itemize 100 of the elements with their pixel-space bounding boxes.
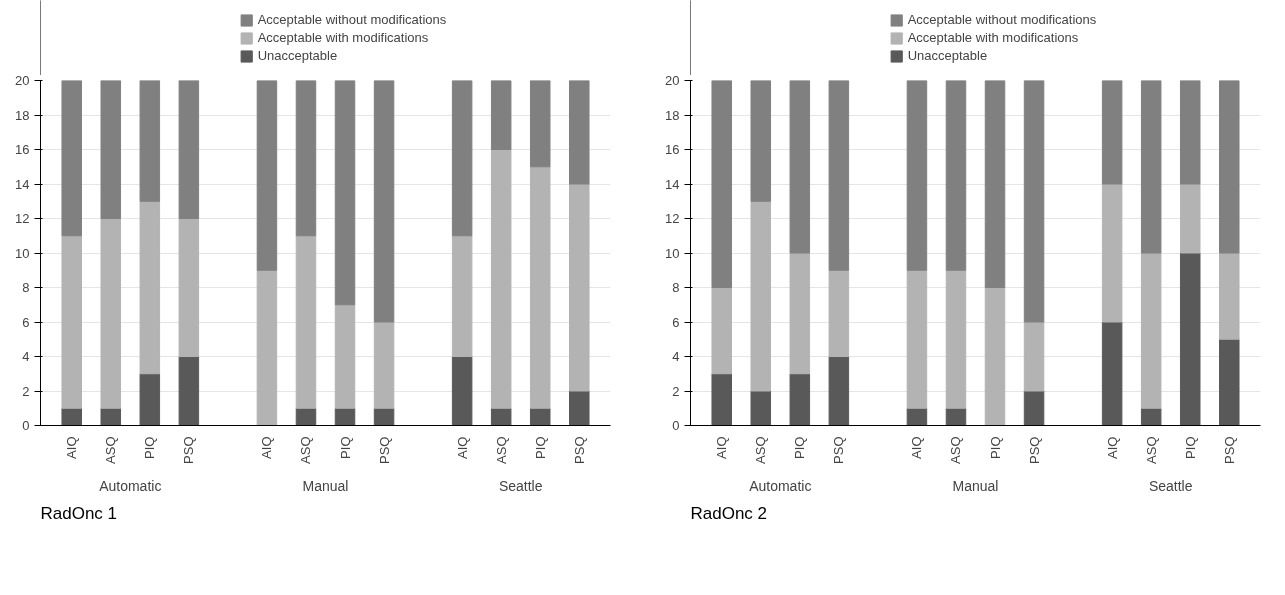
bar bbox=[1023, 390, 1045, 426]
bar bbox=[945, 80, 967, 271]
x-tick-label: ASQ bbox=[103, 436, 119, 464]
text: Seattle bbox=[498, 477, 543, 494]
x-tick-label: ASQ bbox=[753, 436, 769, 464]
x-tick-label: PSQ bbox=[1026, 436, 1042, 464]
bar bbox=[529, 407, 551, 426]
bar bbox=[906, 269, 928, 409]
legend-label: Acceptable without modifications bbox=[257, 11, 447, 29]
bar bbox=[61, 80, 82, 237]
text: Automatic bbox=[99, 477, 162, 494]
y-tick-label: 10 bbox=[665, 245, 680, 261]
bar bbox=[490, 407, 512, 426]
bar bbox=[1101, 321, 1123, 426]
legend-label: Acceptable without modifications bbox=[907, 11, 1097, 29]
bar bbox=[750, 390, 772, 426]
bar bbox=[828, 269, 850, 357]
bar bbox=[828, 356, 850, 426]
bar bbox=[451, 80, 473, 237]
x-tick-label: ASQ bbox=[948, 436, 964, 464]
bar bbox=[178, 218, 200, 357]
legend-label: Unacceptable bbox=[257, 47, 338, 65]
bar bbox=[711, 287, 732, 375]
x-tick-label: PIQ bbox=[1182, 436, 1198, 459]
bar bbox=[373, 80, 395, 323]
bar bbox=[334, 80, 356, 306]
bar bbox=[1140, 407, 1162, 426]
bar bbox=[1219, 338, 1240, 426]
x-tick-label: PIQ bbox=[987, 436, 1003, 459]
text: RadOnc 1 bbox=[40, 503, 118, 523]
bar bbox=[139, 200, 161, 375]
text: Automatic bbox=[749, 477, 812, 494]
bar bbox=[139, 80, 161, 202]
bar bbox=[569, 80, 590, 185]
bar bbox=[1179, 183, 1201, 254]
bar bbox=[1179, 252, 1201, 426]
y-tick-label: 0 bbox=[672, 418, 680, 433]
bar bbox=[711, 80, 732, 288]
x-tick-label: ASQ bbox=[298, 436, 314, 464]
y-tick-label: 20 bbox=[15, 73, 30, 88]
y-tick-label: 4 bbox=[672, 349, 680, 364]
y-tick-label: 10 bbox=[15, 245, 30, 261]
y-tick-label: 0 bbox=[22, 418, 30, 433]
bar bbox=[490, 80, 512, 150]
bar bbox=[61, 407, 82, 426]
bar bbox=[789, 252, 811, 375]
bar bbox=[569, 390, 590, 426]
legend-label: Acceptable with modifications bbox=[257, 29, 429, 47]
bar bbox=[529, 166, 551, 409]
x-tick-label: AIQ bbox=[454, 436, 470, 459]
bar bbox=[295, 235, 317, 409]
legend-label: Unacceptable bbox=[907, 47, 988, 65]
x-tick-label: ASQ bbox=[493, 436, 509, 464]
x-tick-label: AIQ bbox=[1104, 436, 1120, 459]
text: RadOnc 2 bbox=[690, 503, 768, 523]
bar bbox=[451, 356, 473, 426]
bar bbox=[789, 373, 811, 426]
y-tick-label: 12 bbox=[665, 211, 680, 226]
x-tick-label: PSQ bbox=[1221, 436, 1237, 464]
bar bbox=[1140, 80, 1162, 254]
x-tick-label: AIQ bbox=[909, 436, 925, 459]
bar bbox=[750, 200, 772, 392]
bar bbox=[828, 80, 850, 271]
bar bbox=[256, 269, 278, 426]
y-tick-label: 6 bbox=[672, 314, 680, 330]
bar bbox=[139, 373, 161, 426]
bar bbox=[490, 149, 512, 409]
bar bbox=[178, 356, 200, 426]
bar bbox=[984, 287, 1006, 426]
y-tick-label: 4 bbox=[22, 349, 30, 364]
text: Manual bbox=[952, 477, 999, 494]
y-tick-label: 20 bbox=[665, 73, 680, 88]
bar bbox=[1101, 183, 1123, 323]
x-tick-label: PIQ bbox=[337, 436, 353, 459]
x-tick-label: AIQ bbox=[714, 436, 730, 459]
y-tick-label: 14 bbox=[665, 176, 680, 192]
bar bbox=[256, 80, 278, 271]
x-tick-label: PSQ bbox=[376, 436, 392, 464]
y-tick-label: 14 bbox=[15, 176, 30, 192]
bar bbox=[100, 407, 122, 426]
bar bbox=[334, 304, 356, 409]
bar bbox=[61, 235, 82, 409]
bar bbox=[945, 269, 967, 409]
bar bbox=[789, 80, 811, 254]
bar bbox=[906, 80, 928, 271]
x-tick-label: PIQ bbox=[792, 436, 808, 459]
bar bbox=[295, 80, 317, 237]
bar bbox=[984, 80, 1006, 288]
y-tick-label: 16 bbox=[665, 142, 680, 157]
x-tick-label: AIQ bbox=[64, 436, 80, 459]
x-tick-label: PSQ bbox=[181, 436, 197, 464]
bar bbox=[451, 235, 473, 357]
bar bbox=[711, 373, 732, 426]
bar bbox=[750, 80, 772, 202]
bar bbox=[1101, 80, 1123, 185]
bar bbox=[373, 321, 395, 409]
y-tick-label: 8 bbox=[672, 280, 680, 295]
x-tick-label: ASQ bbox=[1143, 436, 1159, 464]
y-tick-label: 6 bbox=[22, 314, 30, 330]
bar bbox=[1023, 321, 1045, 392]
